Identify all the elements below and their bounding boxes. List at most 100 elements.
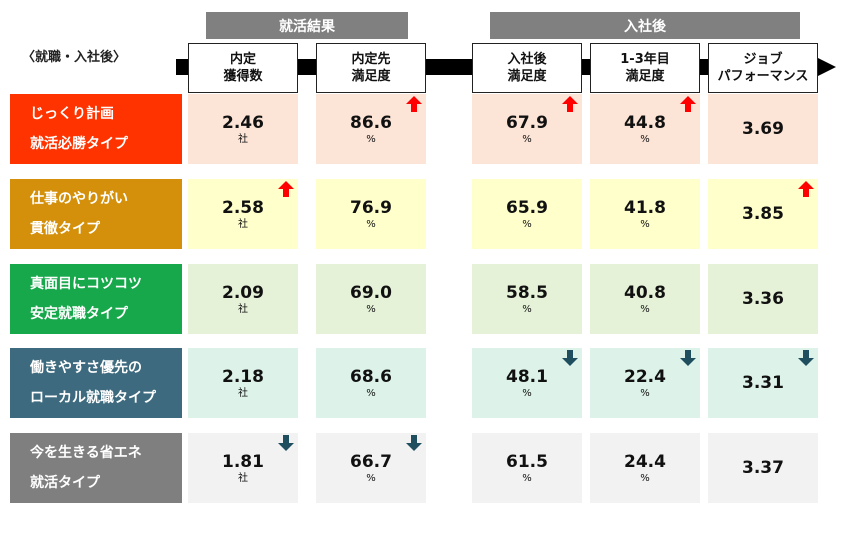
row-label-line2: 就活必勝タイプ	[30, 136, 128, 152]
down-arrow-icon	[798, 350, 814, 366]
data-cell: 3.69	[708, 94, 818, 164]
up-arrow-icon	[278, 181, 294, 197]
cell-unit: %	[522, 472, 532, 484]
data-cell: 40.8%	[590, 264, 700, 334]
cell-unit: %	[522, 133, 532, 145]
cell-unit: %	[366, 133, 376, 145]
column-header-line2: パフォーマンス	[717, 69, 809, 84]
row-label-line2: 安定就職タイプ	[30, 306, 128, 322]
column-header-line1: ジョブ	[743, 52, 783, 67]
data-cell: 48.1%	[472, 348, 582, 418]
data-cell: 65.9%	[472, 179, 582, 249]
cell-value: 40.8	[624, 282, 666, 303]
cell-unit: 社	[238, 303, 248, 315]
down-arrow-icon	[562, 350, 578, 366]
up-arrow-icon	[562, 96, 578, 112]
cell-unit: %	[366, 303, 376, 315]
cell-unit: %	[366, 387, 376, 399]
row-label-line2: ローカル就職タイプ	[30, 390, 156, 406]
column-header-line1: 内定先	[351, 52, 391, 67]
row-label: じっくり計画 就活必勝タイプ	[10, 94, 182, 164]
cell-value: 2.09	[222, 282, 264, 303]
data-cell: 61.5%	[472, 433, 582, 503]
cell-value: 3.37	[742, 458, 784, 478]
cell-unit: %	[522, 387, 532, 399]
column-header-line2: 満足度	[351, 69, 391, 84]
row-label: 働きやすさ優先の ローカル就職タイプ	[10, 348, 182, 418]
data-cell: 2.09 社	[188, 264, 298, 334]
data-cell: 22.4%	[590, 348, 700, 418]
data-cell: 2.58 社	[188, 179, 298, 249]
cell-value: 3.69	[742, 119, 784, 139]
column-header-line2: 満足度	[625, 69, 665, 84]
cell-value: 2.18	[222, 366, 264, 387]
cell-value: 2.58	[222, 197, 264, 218]
row-label: 仕事のやりがい 貫徹タイプ	[10, 179, 182, 249]
cell-value: 76.9	[350, 197, 392, 218]
up-arrow-icon	[798, 181, 814, 197]
cell-value: 3.31	[742, 373, 784, 393]
data-cell: 3.85	[708, 179, 818, 249]
cell-value: 2.46	[222, 112, 264, 133]
data-cell: 2.46 社	[188, 94, 298, 164]
cell-value: 24.4	[624, 451, 666, 472]
cell-unit: %	[366, 218, 376, 230]
data-cell: 68.6%	[316, 348, 426, 418]
cell-unit: %	[640, 387, 650, 399]
row-axis-label: 〈就職・入社後〉	[22, 50, 127, 65]
data-cell: 3.37	[708, 433, 818, 503]
data-cell: 69.0%	[316, 264, 426, 334]
cell-value: 44.8	[624, 112, 666, 133]
cell-unit: %	[366, 472, 376, 484]
cell-value: 65.9	[506, 197, 548, 218]
data-cell: 41.8%	[590, 179, 700, 249]
cell-unit: 社	[238, 472, 248, 484]
column-header-line1: 入社後	[507, 52, 547, 67]
column-header-line2: 満足度	[507, 69, 547, 84]
column-header: ジョブパフォーマンス	[708, 43, 818, 93]
row-label-line1: 働きやすさ優先の	[30, 360, 142, 376]
cell-unit: 社	[238, 218, 248, 230]
data-cell: 2.18 社	[188, 348, 298, 418]
row-label-line1: 真面目にコツコツ	[30, 276, 142, 292]
column-header: 内定 獲得数	[188, 43, 298, 93]
data-cell: 24.4%	[590, 433, 700, 503]
cell-value: 48.1	[506, 366, 548, 387]
data-cell: 76.9%	[316, 179, 426, 249]
cell-value: 86.6	[350, 112, 392, 133]
column-group-header: 入社後	[490, 12, 800, 39]
cell-value: 3.36	[742, 289, 784, 309]
cell-unit: %	[522, 303, 532, 315]
cell-value: 69.0	[350, 282, 392, 303]
cell-unit: %	[640, 303, 650, 315]
data-cell: 3.36	[708, 264, 818, 334]
cell-unit: 社	[238, 133, 248, 145]
cell-unit: %	[640, 133, 650, 145]
row-label-line1: 今を生きる省エネ	[30, 445, 142, 461]
data-cell: 1.81 社	[188, 433, 298, 503]
row-label-line1: 仕事のやりがい	[30, 191, 128, 207]
cell-unit: %	[522, 218, 532, 230]
cell-value: 1.81	[222, 451, 264, 472]
column-header: 入社後 満足度	[472, 43, 582, 93]
row-label-line2: 就活タイプ	[30, 475, 100, 491]
up-arrow-icon	[680, 96, 696, 112]
data-cell: 86.6%	[316, 94, 426, 164]
cell-value: 68.6	[350, 366, 392, 387]
data-cell: 66.7%	[316, 433, 426, 503]
cell-value: 41.8	[624, 197, 666, 218]
cell-value: 67.9	[506, 112, 548, 133]
up-arrow-icon	[406, 96, 422, 112]
down-arrow-icon	[406, 435, 422, 451]
cell-value: 22.4	[624, 366, 666, 387]
row-label: 真面目にコツコツ 安定就職タイプ	[10, 264, 182, 334]
down-arrow-icon	[680, 350, 696, 366]
cell-unit: %	[640, 218, 650, 230]
cell-unit: %	[640, 472, 650, 484]
row-label: 今を生きる省エネ 就活タイプ	[10, 433, 182, 503]
data-cell: 58.5%	[472, 264, 582, 334]
column-header-line2: 獲得数	[223, 69, 263, 84]
cell-value: 66.7	[350, 451, 392, 472]
column-header-line1: 内定	[229, 52, 256, 67]
column-header-line1: 1‐3年目	[620, 52, 670, 67]
